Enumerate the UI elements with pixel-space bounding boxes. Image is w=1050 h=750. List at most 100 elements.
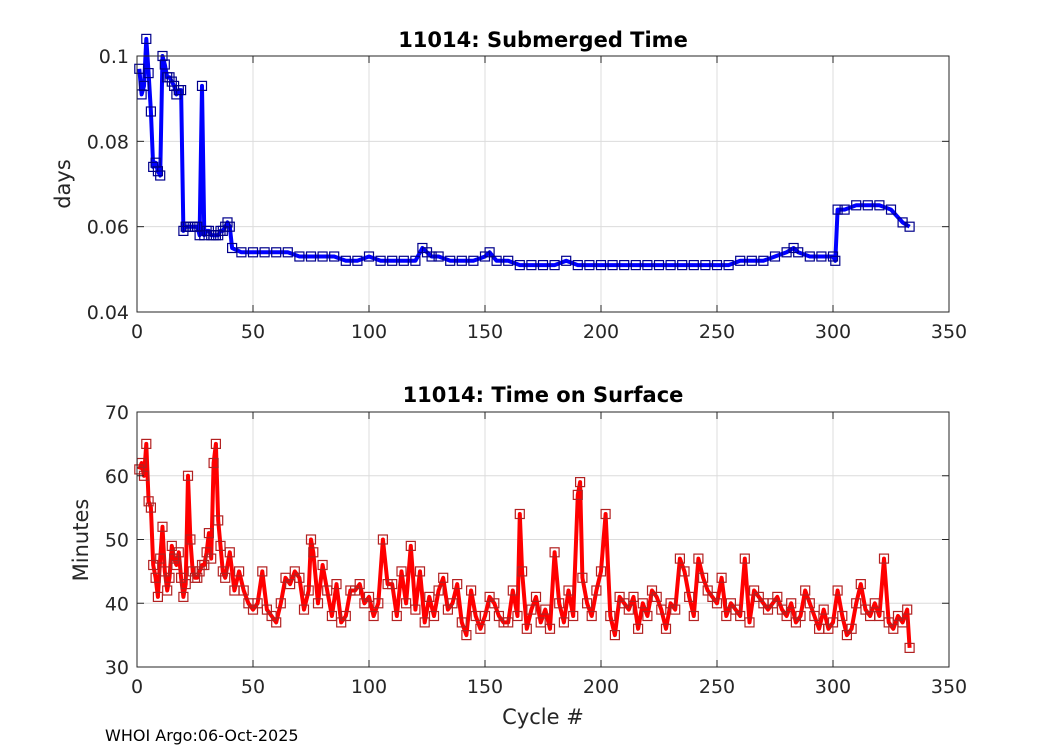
ticks-bottom: 0 50 100 150 200 250 300 350 30 40 50 60 70: [105, 402, 967, 698]
data-point-marker: [150, 572, 161, 583]
data-point-marker: [530, 591, 542, 603]
data-point-marker: [688, 260, 699, 271]
data-point-marker: [507, 585, 518, 596]
data-point-marker: [544, 623, 556, 634]
data-point-marker: [456, 617, 467, 628]
x-tick-label: 0: [131, 321, 143, 343]
data-point-marker: [247, 247, 259, 258]
y-tick-label: 0.08: [87, 131, 129, 153]
data-point-marker: [433, 251, 444, 262]
data-point-marker: [322, 585, 333, 596]
data-point-marker: [340, 610, 351, 622]
data-point-marker: [540, 604, 551, 615]
data-point-marker: [141, 33, 152, 45]
data-point-marker: [904, 221, 915, 232]
data-point-marker: [665, 260, 676, 271]
data-point-marker: [138, 80, 150, 92]
y-tick-label: 60: [105, 466, 129, 488]
data-point-marker: [145, 502, 156, 513]
data-point-marker: [294, 251, 305, 262]
data-point-marker: [410, 604, 421, 615]
data-point-marker: [387, 578, 398, 590]
data-point-marker: [428, 610, 440, 622]
data-point-marker: [303, 585, 314, 596]
data-point-marker: [224, 547, 235, 558]
data-point-marker: [185, 534, 196, 545]
data-point-marker: [816, 251, 827, 262]
data-point-marker: [424, 591, 435, 603]
data-point-marker: [503, 255, 514, 266]
data-point-marker: [549, 547, 560, 558]
data-point-marker: [182, 470, 194, 481]
data-point-marker: [716, 572, 727, 583]
data-point-marker: [176, 84, 187, 96]
data-point-marker: [331, 578, 342, 590]
data-point-marker: [809, 610, 820, 622]
data-point-marker: [561, 255, 572, 266]
data-point-marker: [414, 566, 426, 577]
data-point-marker: [839, 204, 850, 215]
data-point-marker: [735, 255, 746, 266]
axes-box-top: [136, 55, 950, 313]
data-point-marker: [818, 604, 829, 615]
data-point-marker: [772, 591, 783, 603]
chart-title-bottom: 11014: Time on Surface: [403, 383, 684, 407]
data-point-marker: [387, 255, 398, 266]
ticks-top: 0 50 100 150 200 250 300 350 0.04 0.06 0.08 0.1: [87, 46, 967, 343]
data-point-marker: [874, 610, 885, 622]
y-tick-label: 0.1: [99, 46, 129, 68]
surface-time-axes: 0 50 100 150 200 250 300 350 30 40 50 60 70 11014: T…: [69, 383, 967, 729]
data-point-marker: [178, 591, 189, 603]
data-point-marker: [744, 617, 755, 628]
data-point-marker: [514, 508, 525, 520]
data-point-marker: [445, 255, 456, 266]
data-point-marker: [155, 170, 166, 181]
data-point-marker: [317, 559, 328, 571]
data-point-marker: [514, 260, 525, 271]
data-point-marker: [874, 200, 885, 211]
data-point-marker: [793, 247, 804, 258]
data-point-marker: [786, 598, 797, 609]
data-point-marker: [461, 629, 472, 641]
data-point-marker: [354, 578, 365, 590]
data-point-marker: [259, 247, 270, 258]
y-tick-label: 0.06: [87, 217, 129, 239]
x-tick-label: 350: [931, 321, 967, 343]
data-point-marker: [217, 566, 228, 577]
data-point-marker: [642, 260, 653, 271]
data-point-marker: [305, 251, 317, 262]
data-point-marker: [162, 585, 173, 596]
data-point-marker: [572, 489, 583, 500]
data-point-marker: [375, 255, 386, 266]
data-point-marker: [711, 260, 723, 271]
data-point-marker: [340, 255, 351, 266]
data-point-marker: [236, 247, 247, 258]
data-point-marker: [398, 255, 409, 266]
data-point-marker: [192, 572, 203, 583]
data-point-marker: [173, 547, 184, 558]
data-point-marker: [651, 591, 662, 603]
data-point-marker: [433, 585, 444, 596]
data-point-marker: [308, 547, 319, 558]
data-point-marker: [526, 604, 537, 615]
data-point-marker: [466, 585, 477, 596]
data-point-marker: [438, 572, 449, 583]
data-point-marker: [326, 610, 337, 622]
data-point-marker: [535, 617, 546, 628]
data-point-marker: [526, 260, 537, 271]
data-point-marker: [143, 496, 154, 507]
data-point-marker: [656, 604, 667, 615]
data-point-marker: [735, 610, 746, 622]
x-tick-label: 100: [351, 321, 387, 343]
data-point-marker: [628, 591, 639, 603]
data-point-marker: [199, 559, 210, 571]
data-point-marker: [558, 617, 570, 628]
data-point-marker: [758, 255, 769, 266]
data-point-marker: [426, 251, 437, 262]
data-point-marker: [739, 553, 750, 564]
data-point-marker: [795, 610, 806, 622]
data-point-marker: [396, 566, 407, 577]
x-tick-label: 250: [699, 321, 735, 343]
data-point-marker: [305, 534, 317, 545]
data-point-marker: [503, 617, 514, 628]
